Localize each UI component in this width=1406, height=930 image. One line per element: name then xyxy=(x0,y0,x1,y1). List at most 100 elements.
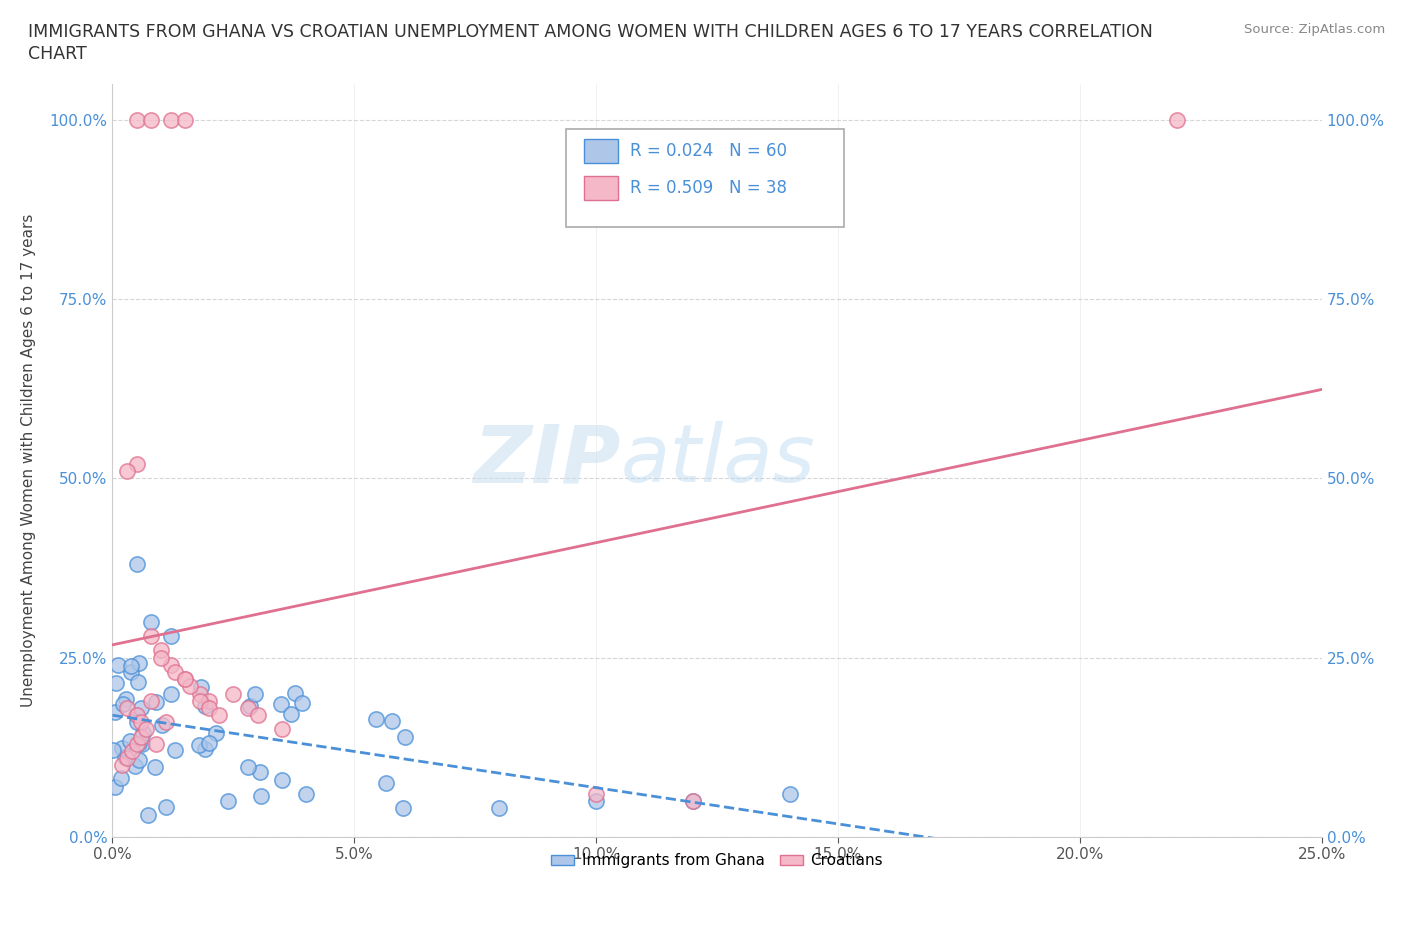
Point xyxy=(391,801,413,816)
Point xyxy=(270,697,292,711)
Point xyxy=(115,700,138,715)
Point xyxy=(246,708,269,723)
Point xyxy=(585,787,607,802)
Point xyxy=(155,715,177,730)
Point xyxy=(121,743,143,758)
FancyBboxPatch shape xyxy=(583,139,617,163)
Text: IMMIGRANTS FROM GHANA VS CROATIAN UNEMPLOYMENT AMONG WOMEN WITH CHILDREN AGES 6 : IMMIGRANTS FROM GHANA VS CROATIAN UNEMPL… xyxy=(28,23,1153,41)
Point xyxy=(111,758,134,773)
Point xyxy=(136,808,159,823)
Legend: Immigrants from Ghana, Croatians: Immigrants from Ghana, Croatians xyxy=(546,847,889,874)
Point xyxy=(104,676,127,691)
Point xyxy=(222,686,245,701)
Point xyxy=(141,113,163,127)
Point xyxy=(128,752,150,767)
Point xyxy=(682,793,704,808)
Point xyxy=(125,557,148,572)
Point xyxy=(190,679,212,694)
Point xyxy=(682,793,704,808)
Point xyxy=(394,730,416,745)
Point xyxy=(218,793,240,808)
Point xyxy=(270,772,292,787)
Point xyxy=(131,729,153,744)
Point xyxy=(208,708,231,723)
Point xyxy=(159,629,181,644)
Point xyxy=(174,671,197,686)
Point xyxy=(187,737,209,752)
Point xyxy=(103,742,125,757)
Point xyxy=(111,740,134,755)
Point xyxy=(120,665,142,680)
Point xyxy=(198,736,221,751)
Point xyxy=(114,691,136,706)
Point xyxy=(159,113,181,127)
Text: CHART: CHART xyxy=(28,45,87,62)
Point xyxy=(284,685,307,700)
Point xyxy=(143,759,166,774)
Point xyxy=(236,700,259,715)
Point xyxy=(115,464,138,479)
Point xyxy=(295,787,318,802)
Point xyxy=(135,722,157,737)
Point xyxy=(174,113,197,127)
Point xyxy=(110,771,132,786)
Point xyxy=(374,776,396,790)
Point xyxy=(129,700,152,715)
Point xyxy=(145,737,167,751)
Point xyxy=(381,713,404,728)
Point xyxy=(141,629,163,644)
Point xyxy=(160,686,183,701)
Point xyxy=(150,718,173,733)
Point xyxy=(131,715,153,730)
Y-axis label: Unemployment Among Women with Children Ages 6 to 17 years: Unemployment Among Women with Children A… xyxy=(21,214,35,707)
Point xyxy=(120,734,142,749)
Point xyxy=(159,658,181,672)
Point xyxy=(165,665,187,680)
Point xyxy=(104,779,127,794)
Point xyxy=(280,706,302,721)
Point xyxy=(127,674,149,689)
Point xyxy=(291,696,314,711)
Point xyxy=(120,658,142,673)
Point xyxy=(236,760,259,775)
Point xyxy=(243,687,266,702)
FancyBboxPatch shape xyxy=(565,129,844,227)
Point xyxy=(125,708,148,723)
Point xyxy=(1166,113,1188,127)
Point xyxy=(128,656,150,671)
Point xyxy=(111,696,134,711)
Point xyxy=(174,671,197,686)
Point xyxy=(198,693,221,708)
Point xyxy=(585,793,607,808)
Point xyxy=(205,725,228,740)
Text: R = 0.024   N = 60: R = 0.024 N = 60 xyxy=(630,141,787,160)
Point xyxy=(179,679,201,694)
Point xyxy=(125,714,148,729)
Point xyxy=(149,650,172,665)
Point xyxy=(125,113,148,127)
Text: R = 0.509   N = 38: R = 0.509 N = 38 xyxy=(630,179,787,197)
Point xyxy=(132,725,155,740)
Point xyxy=(366,711,388,726)
Point xyxy=(239,698,262,713)
Point xyxy=(194,741,217,756)
FancyBboxPatch shape xyxy=(583,177,617,201)
Point xyxy=(149,643,172,658)
Text: Source: ZipAtlas.com: Source: ZipAtlas.com xyxy=(1244,23,1385,36)
Point xyxy=(107,658,129,672)
Point xyxy=(124,759,146,774)
Point xyxy=(131,737,153,751)
Point xyxy=(155,800,177,815)
Point xyxy=(125,457,148,472)
Point xyxy=(194,698,217,713)
Point xyxy=(114,750,136,764)
Point xyxy=(141,615,163,630)
Point xyxy=(779,787,801,802)
Point xyxy=(141,693,163,708)
Point xyxy=(249,789,271,804)
Point xyxy=(128,736,150,751)
Point xyxy=(125,737,148,751)
Point xyxy=(145,695,167,710)
Point xyxy=(125,708,148,723)
Point xyxy=(270,722,292,737)
